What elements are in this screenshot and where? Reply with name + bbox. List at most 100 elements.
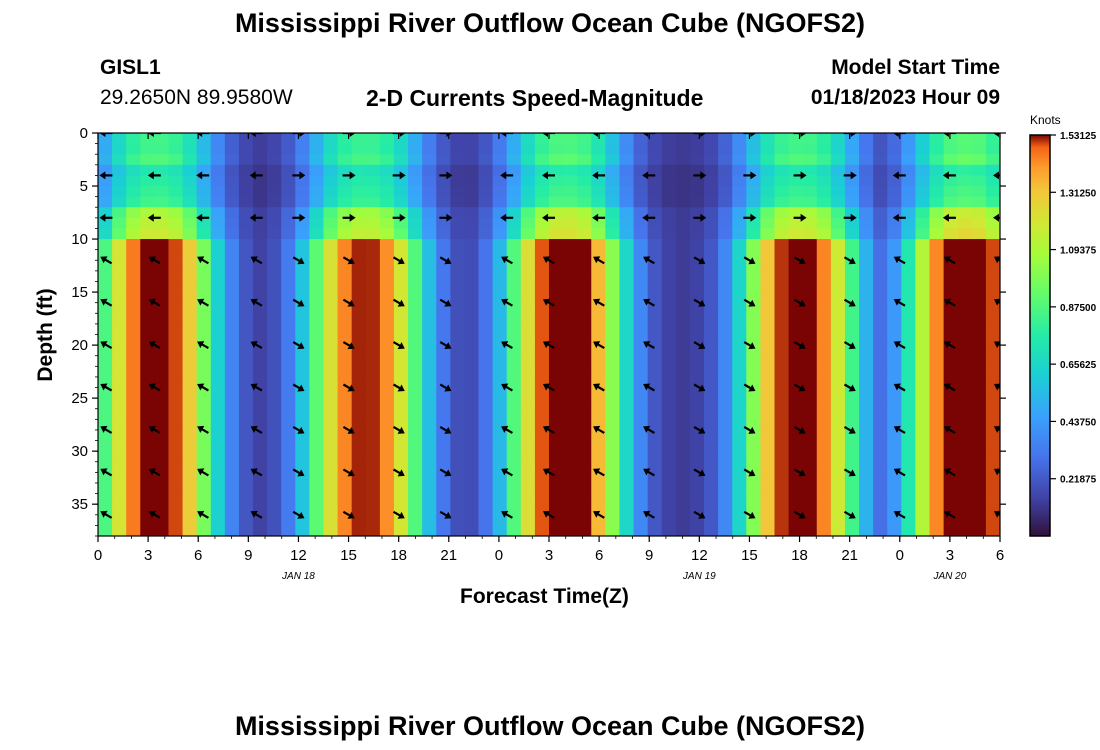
heat-cell bbox=[591, 334, 606, 346]
heat-cell bbox=[478, 196, 494, 208]
current-arrow bbox=[693, 425, 706, 434]
heat-cell bbox=[929, 302, 945, 314]
heat-cell bbox=[422, 228, 437, 240]
heat-cell bbox=[393, 207, 409, 219]
heat-cell bbox=[830, 143, 846, 155]
heat-cell bbox=[281, 514, 296, 526]
heat-cell bbox=[915, 217, 931, 230]
heat-cell bbox=[661, 313, 677, 325]
heat-cell bbox=[619, 175, 635, 187]
heat-cell bbox=[253, 196, 268, 208]
heat-cell bbox=[309, 366, 325, 378]
heat-cell bbox=[323, 143, 339, 155]
heat-cell bbox=[210, 408, 226, 420]
date-label: JAN 20 bbox=[932, 571, 966, 582]
heat-cell bbox=[971, 345, 987, 357]
heat-cell bbox=[422, 451, 437, 463]
heat-cell bbox=[224, 514, 240, 526]
heat-cell bbox=[774, 451, 790, 463]
heat-cell bbox=[436, 514, 451, 526]
heat-cell bbox=[605, 376, 621, 389]
heat-cell bbox=[492, 207, 508, 219]
heat-cell bbox=[675, 355, 691, 367]
heat-cell bbox=[534, 302, 550, 314]
heat-cell bbox=[182, 440, 198, 452]
heat-cell bbox=[478, 461, 494, 473]
heat-cell bbox=[436, 196, 451, 208]
heat-cell bbox=[971, 164, 987, 177]
heat-cell bbox=[478, 186, 494, 198]
heat-cell bbox=[760, 249, 776, 261]
heat-cell bbox=[605, 249, 621, 261]
heat-cell bbox=[675, 504, 691, 516]
heat-cell bbox=[605, 260, 621, 272]
heat-cell bbox=[675, 217, 691, 230]
heat-cell bbox=[309, 302, 325, 314]
heat-cell bbox=[238, 334, 254, 346]
heat-cell bbox=[760, 345, 776, 357]
heat-cell bbox=[309, 323, 325, 336]
heat-cell bbox=[126, 440, 141, 452]
heat-cell bbox=[675, 440, 691, 452]
heat-cell bbox=[774, 482, 790, 495]
current-arrow bbox=[793, 213, 807, 222]
heat-cell bbox=[788, 376, 804, 389]
heat-cell bbox=[520, 472, 536, 484]
heat-cell bbox=[365, 313, 381, 325]
heat-cell bbox=[746, 334, 761, 346]
heat-cell bbox=[379, 355, 395, 367]
heat-cell bbox=[549, 186, 564, 198]
heat-cell bbox=[633, 313, 649, 325]
current-arrow bbox=[743, 256, 756, 265]
heat-cell bbox=[224, 440, 240, 452]
heat-cell bbox=[887, 281, 902, 293]
heat-cell bbox=[365, 217, 381, 230]
heat-cell bbox=[901, 143, 917, 155]
heat-cell bbox=[985, 387, 1000, 399]
heat-cell bbox=[281, 323, 296, 336]
heat-cell bbox=[182, 514, 198, 526]
heat-cell bbox=[450, 525, 466, 536]
heat-cell bbox=[492, 419, 508, 431]
heat-cell bbox=[859, 345, 874, 357]
heat-cell bbox=[126, 292, 141, 304]
heat-cell bbox=[196, 472, 212, 484]
heat-cell bbox=[379, 196, 395, 208]
heat-cell bbox=[971, 334, 987, 346]
heat-cell bbox=[267, 239, 282, 251]
heat-cell bbox=[689, 514, 705, 526]
heat-cell bbox=[647, 154, 663, 166]
heat-cell bbox=[238, 281, 254, 293]
current-arrow bbox=[893, 510, 906, 519]
heat-cell bbox=[112, 302, 127, 314]
heat-cell bbox=[704, 270, 719, 283]
heat-cell bbox=[929, 164, 945, 177]
heat-cell bbox=[478, 217, 494, 230]
heat-cell bbox=[295, 228, 310, 240]
y-tick-label: 30 bbox=[71, 443, 88, 460]
heat-cell bbox=[323, 525, 339, 536]
heat-cell bbox=[985, 217, 1000, 230]
heat-cell bbox=[816, 472, 832, 484]
heat-cell bbox=[873, 239, 888, 251]
heat-cell bbox=[859, 472, 874, 484]
heat-cell bbox=[901, 366, 917, 378]
current-arrow bbox=[743, 341, 756, 350]
heat-cell bbox=[351, 292, 367, 304]
heat-cell bbox=[379, 334, 395, 346]
heat-cell bbox=[253, 482, 268, 495]
heat-cell bbox=[830, 504, 846, 516]
heat-cell bbox=[760, 419, 776, 431]
heat-cell bbox=[802, 482, 818, 495]
current-arrow bbox=[743, 510, 756, 519]
heat-cell bbox=[112, 461, 127, 473]
heat-cell bbox=[126, 228, 141, 240]
current-arrow bbox=[500, 133, 514, 137]
heat-cell bbox=[957, 260, 973, 272]
current-arrow bbox=[292, 468, 305, 477]
heat-cell bbox=[520, 164, 536, 177]
heat-cell bbox=[337, 504, 353, 516]
heat-cell bbox=[464, 461, 480, 473]
heat-cell bbox=[112, 239, 127, 251]
heat-cell bbox=[563, 525, 578, 536]
